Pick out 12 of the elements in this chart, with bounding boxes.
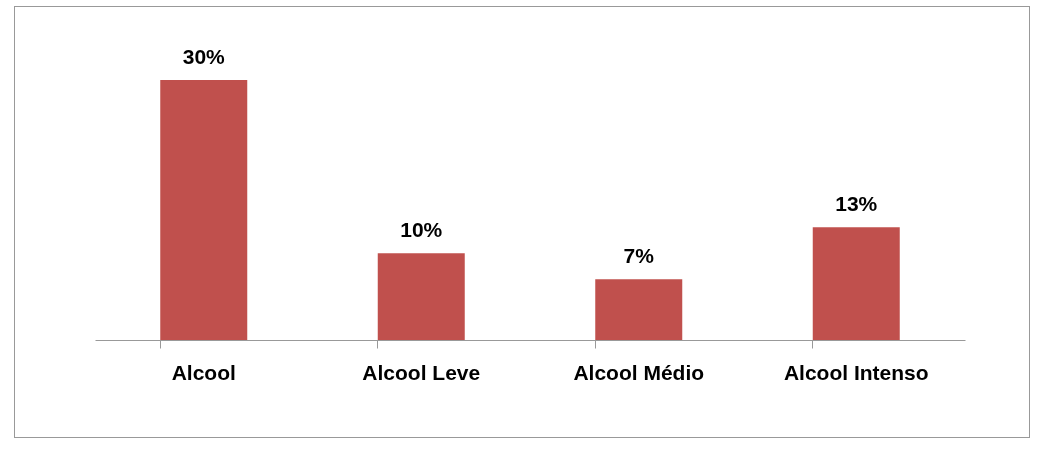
data-label: 10% [400, 218, 443, 242]
x-tick-label: Alcool [171, 360, 236, 384]
x-tick-label: Alcool Leve [362, 360, 481, 384]
bar [377, 253, 465, 340]
data-label: 7% [623, 244, 655, 268]
x-tick-label: Alcool Médio [573, 360, 705, 384]
x-tick-label: Alcool Intenso [783, 360, 929, 384]
bar [812, 227, 900, 340]
bar [595, 279, 683, 340]
data-label: 30% [182, 45, 226, 68]
data-label: 13% [835, 192, 878, 216]
bar [160, 80, 248, 340]
